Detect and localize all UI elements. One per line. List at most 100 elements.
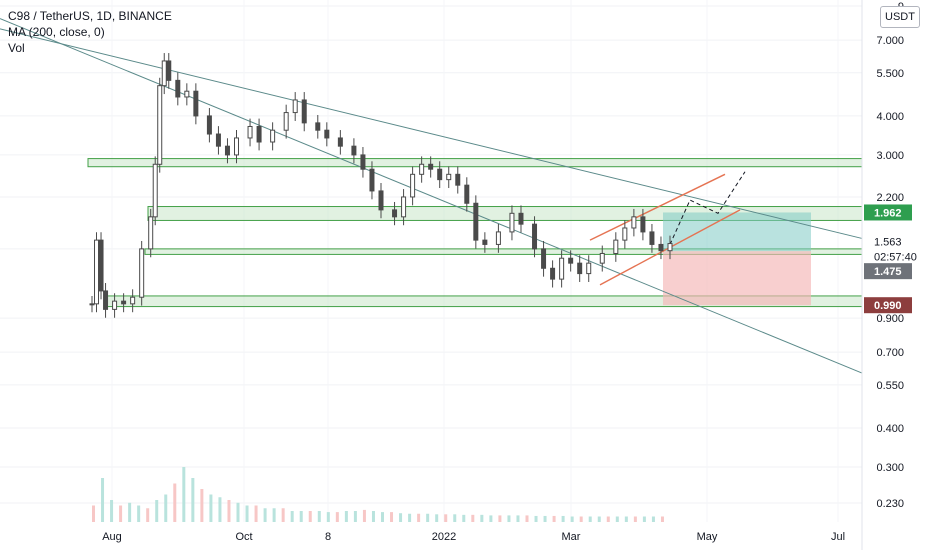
- candle-body: [392, 209, 398, 218]
- volume-bar: [344, 511, 348, 522]
- legend: C98 / TetherUS, 1D, BINANCE MA (200, clo…: [8, 8, 172, 56]
- price-label-bg: [864, 233, 912, 250]
- volume-bar: [615, 516, 619, 522]
- candle-body: [184, 90, 190, 98]
- volume-bar: [525, 515, 529, 522]
- candle-body: [351, 145, 357, 156]
- volume-bar: [552, 515, 556, 522]
- price-label: 1.475: [874, 266, 902, 278]
- volume-bar: [489, 515, 493, 522]
- volume-bar: [191, 478, 195, 522]
- volume-bar: [597, 516, 601, 522]
- volume-bar: [353, 511, 357, 522]
- trend-lines: [0, 18, 863, 374]
- price-label-bg: [864, 297, 912, 314]
- candle-body: [112, 300, 118, 310]
- candle-body: [437, 168, 443, 181]
- candle-body: [410, 173, 416, 198]
- candle-body: [495, 231, 501, 245]
- y-tick-label: 0.700: [876, 347, 904, 359]
- x-tick-label: 8: [325, 531, 331, 543]
- candle-body: [157, 85, 163, 165]
- candle-body: [94, 239, 100, 305]
- price-label-bg: [864, 263, 912, 280]
- candle-body: [315, 122, 321, 131]
- volume-bar: [218, 497, 222, 522]
- x-tick-label: 2022: [432, 531, 456, 543]
- volume-bar: [281, 508, 285, 522]
- volume-bar: [308, 511, 312, 522]
- volume-bar: [606, 516, 610, 522]
- support-zone: [87, 158, 863, 168]
- price-label: 0.990: [874, 300, 902, 312]
- candle-body: [98, 239, 104, 292]
- volume-bar: [498, 515, 502, 522]
- candle-body: [568, 257, 574, 264]
- candle-body: [166, 60, 172, 81]
- volume-bar: [182, 467, 186, 522]
- price-label-bg: [864, 204, 912, 221]
- volume-bar: [381, 512, 384, 522]
- symbol-title[interactable]: C98 / TetherUS, 1D, BINANCE: [8, 9, 172, 23]
- volume-bar: [570, 516, 574, 522]
- volume-bar: [543, 515, 547, 522]
- y-tick-label: 5.500: [876, 68, 904, 80]
- volume-bar: [101, 478, 105, 522]
- y-tick-label: 0.400: [876, 423, 904, 435]
- volume-bar: [399, 513, 403, 522]
- candle-body: [121, 300, 127, 305]
- candle-body: [292, 99, 298, 114]
- volume-bar: [200, 489, 204, 522]
- candle-body: [446, 173, 452, 181]
- y-tick-label: 4.000: [876, 111, 904, 123]
- candle-body: [337, 137, 343, 147]
- candle-body: [301, 99, 307, 124]
- candle-body: [473, 202, 479, 241]
- volume-bar: [561, 515, 565, 522]
- volume-indicator-label[interactable]: Vol: [8, 41, 25, 55]
- y-tick-label: 0.230: [876, 498, 904, 510]
- trendline-long: [0, 28, 863, 239]
- candle-body: [139, 248, 145, 298]
- volume-bar: [417, 513, 421, 522]
- x-tick-label: May: [697, 531, 718, 543]
- candle-body: [360, 154, 366, 170]
- candle-body: [215, 133, 221, 147]
- volume-bar: [272, 508, 276, 522]
- price-label: 1.563: [874, 236, 902, 248]
- volume-bar: [362, 509, 366, 522]
- time-axis: Aug Oct 8 2022 Mar May Jul: [102, 531, 845, 543]
- volume-bar: [119, 505, 123, 522]
- price-label-bg: [864, 248, 912, 265]
- y-tick-label: 2.200: [876, 192, 904, 204]
- volume-bar: [408, 513, 412, 522]
- volume-bar: [534, 515, 538, 522]
- candle-body: [401, 196, 407, 218]
- price-label: 02:57:40: [874, 251, 917, 263]
- volume-bar: [326, 512, 330, 522]
- currency-button[interactable]: USDT: [880, 6, 920, 28]
- price-axis: 97.0005.5004.0003.0002.2001.5000.9000.70…: [861, 0, 932, 550]
- candle-body: [518, 212, 524, 225]
- volume-bar: [633, 516, 637, 522]
- ma-indicator-label[interactable]: MA (200, close, 0): [8, 25, 105, 39]
- x-tick-label: Mar: [562, 531, 581, 543]
- y-tick-label: 0.550: [876, 380, 904, 392]
- volume-bar: [227, 500, 231, 522]
- volume-bar: [660, 516, 664, 522]
- candle-body: [541, 248, 547, 269]
- volume-bar: [164, 494, 168, 522]
- candle-body: [532, 223, 538, 250]
- volume-bar: [579, 516, 583, 522]
- volume-bar: [390, 512, 394, 522]
- candle-body: [256, 125, 262, 143]
- volume-bar: [263, 508, 267, 522]
- candle-body: [649, 231, 655, 245]
- y-tick-label: 7.000: [876, 35, 904, 47]
- target-box: [663, 212, 811, 252]
- volume-bar: [642, 516, 646, 522]
- volume-bar: [624, 516, 628, 522]
- volume-bar: [444, 514, 448, 522]
